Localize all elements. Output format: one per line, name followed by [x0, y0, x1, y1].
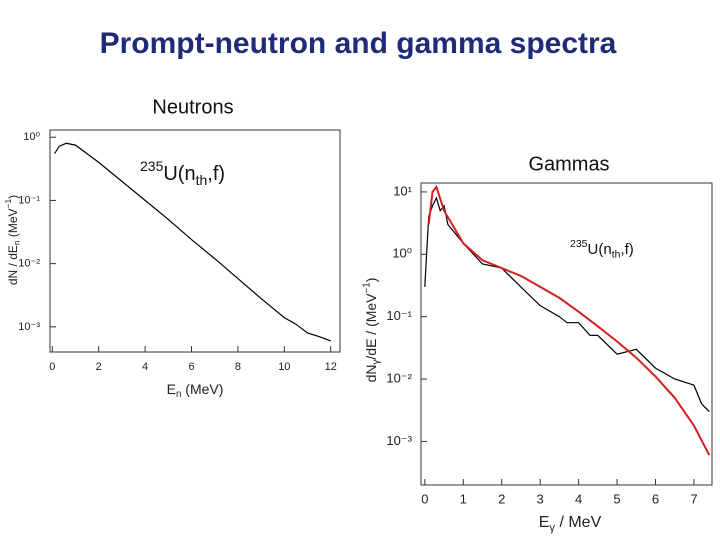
- x-tick-label: 6: [188, 361, 194, 373]
- x-tick-label: 4: [575, 491, 582, 506]
- y-tick-label: 10⁰: [23, 131, 40, 143]
- x-axis-label-part: E: [167, 381, 176, 397]
- x-tick-label: 0: [421, 491, 428, 506]
- series-line: [427, 184, 711, 456]
- x-axis-label-part: E: [539, 514, 550, 531]
- y-axis-label-part: /dE / (MeV: [363, 293, 379, 360]
- y-tick-label: 10⁻³: [386, 433, 412, 448]
- x-axis-label: En (MeV): [167, 381, 224, 400]
- x-tick-label: 1: [460, 491, 467, 506]
- annotation: 235U(nth,f): [140, 158, 225, 188]
- y-axis-label-part: −1: [3, 199, 13, 209]
- plot-frame: [420, 182, 713, 486]
- annotation-part: 235: [140, 158, 164, 174]
- y-axis-label-part: −1: [361, 282, 372, 293]
- x-tick-label: 5: [613, 491, 620, 506]
- x-tick-label: 0: [49, 361, 55, 373]
- x-tick-label: 7: [690, 491, 697, 506]
- y-axis-label-part: n: [12, 240, 22, 245]
- x-axis-label-part: γ: [549, 522, 555, 534]
- x-axis-label-part: / MeV: [555, 514, 602, 531]
- annotation-part: U(n: [163, 163, 195, 185]
- series-line: [424, 196, 710, 413]
- y-axis-label-part: ): [6, 195, 20, 199]
- y-tick-label: 10⁻¹: [386, 308, 412, 323]
- annotation-part: U(n: [588, 241, 612, 258]
- x-tick-label: 2: [96, 361, 102, 373]
- x-tick-label: 6: [652, 491, 659, 506]
- y-axis-label-part: (MeV: [6, 208, 20, 240]
- plot-frame: [49, 129, 341, 353]
- annotation-part: ,f): [620, 241, 633, 258]
- y-axis-label-part: γ: [371, 359, 382, 364]
- annotation-part: th: [612, 248, 621, 260]
- x-tick-label: 8: [235, 361, 241, 373]
- x-axis-label: Eγ / MeV: [539, 514, 602, 534]
- y-tick-label: 10¹: [393, 183, 412, 198]
- x-tick-label: 3: [537, 491, 544, 506]
- x-axis-label-part: (MeV): [181, 381, 223, 397]
- x-axis-label-part: n: [176, 389, 181, 400]
- x-tick-label: 12: [325, 361, 337, 373]
- y-axis-label-part: dN: [363, 364, 379, 382]
- y-axis-label: dNγ/dE / (MeV−1): [361, 278, 382, 383]
- y-tick-label: 10⁰: [392, 246, 412, 261]
- y-axis-label-part: dN / dE: [6, 245, 20, 285]
- y-axis-label: dN / dEn (MeV−1): [3, 195, 21, 285]
- slide-title: Prompt-neutron and gamma spectra: [100, 27, 617, 60]
- y-axis-label-part: ): [363, 278, 379, 283]
- x-tick-label: 4: [142, 361, 148, 373]
- annotation-part: th: [196, 172, 208, 188]
- annotation-part: 235: [570, 238, 588, 250]
- series-line: [54, 142, 331, 342]
- annotation-part: ,f): [207, 163, 225, 185]
- y-tick-label: 10⁻¹: [18, 194, 40, 206]
- y-tick-label: 10⁻²: [18, 258, 40, 270]
- y-tick-label: 10⁻²: [386, 370, 412, 385]
- annotation: 235U(nth,f): [570, 238, 634, 261]
- x-tick-label: 2: [498, 491, 505, 506]
- chart-title: Neutrons: [152, 96, 233, 118]
- y-tick-label: 10⁻³: [18, 321, 40, 333]
- chart-title: Gammas: [528, 153, 609, 175]
- x-tick-label: 10: [278, 361, 290, 373]
